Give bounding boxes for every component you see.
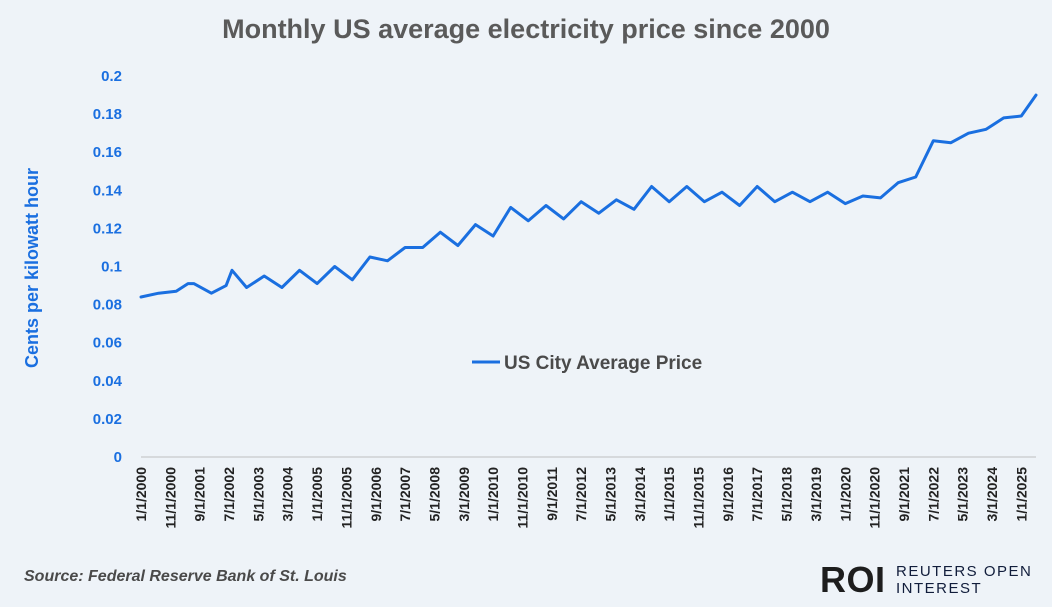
y-axis-ticks: 0 0.02 0.04 0.06 0.08 0.1 0.12 0.14 0.16 0.18 0.2 <box>93 68 123 466</box>
y-tick-label: 0.06 <box>93 335 122 352</box>
x-tick-label: 7/1/2007 <box>397 467 413 522</box>
x-tick-label: 1/1/2005 <box>309 467 325 522</box>
y-tick-label: 0.04 <box>93 373 123 390</box>
legend-label: US City Average Price <box>504 353 702 374</box>
x-tick-label: 3/1/2019 <box>808 467 824 522</box>
x-tick-label: 9/1/2021 <box>896 467 912 522</box>
source-note: Source: Federal Reserve Bank of St. Loui… <box>24 568 347 585</box>
x-tick-label: 3/1/2024 <box>984 467 1000 522</box>
x-tick-label: 11/1/2020 <box>867 467 883 529</box>
x-tick-label: 3/1/2004 <box>280 467 296 522</box>
x-tick-label: 1/1/2000 <box>133 467 149 522</box>
y-tick-label: 0 <box>114 449 122 466</box>
x-tick-label: 7/1/2002 <box>221 467 237 522</box>
x-tick-label: 11/1/2010 <box>515 467 531 529</box>
x-tick-label: 5/1/2023 <box>955 467 971 522</box>
y-tick-label: 0.1 <box>101 259 122 276</box>
x-tick-label: 1/1/2010 <box>485 467 501 522</box>
x-tick-label: 11/1/2000 <box>162 467 178 529</box>
x-tick-label: 11/1/2005 <box>338 467 354 529</box>
x-tick-label: 9/1/2011 <box>544 467 560 521</box>
legend: US City Average Price <box>472 353 702 374</box>
x-tick-label: 9/1/2006 <box>368 467 384 522</box>
x-tick-label: 9/1/2001 <box>192 467 208 522</box>
x-tick-label: 11/1/2015 <box>691 467 707 529</box>
x-tick-label: 9/1/2016 <box>720 467 736 522</box>
x-tick-label: 5/1/2013 <box>603 467 619 522</box>
x-tick-label: 3/1/2009 <box>456 467 472 522</box>
roi-logo-line2: INTEREST <box>896 580 983 597</box>
roi-logo-line1: REUTERS OPEN <box>896 563 1033 580</box>
x-tick-label: 1/1/2015 <box>661 467 677 522</box>
x-tick-label: 1/1/2025 <box>1013 467 1029 522</box>
x-tick-label: 7/1/2017 <box>749 467 765 522</box>
y-tick-label: 0.12 <box>93 220 122 237</box>
x-axis-ticks: 1/1/2000 11/1/2000 9/1/2001 7/1/2002 5/1/200… <box>133 467 1029 529</box>
y-tick-label: 0.02 <box>93 411 122 428</box>
y-tick-label: 0.14 <box>93 182 123 199</box>
y-tick-label: 0.08 <box>93 297 122 314</box>
x-tick-label: 1/1/2020 <box>837 467 853 522</box>
x-tick-label: 5/1/2018 <box>779 467 795 522</box>
x-tick-label: 7/1/2022 <box>925 467 941 522</box>
chart-title: Monthly US average electricity price sin… <box>222 14 830 44</box>
y-axis-label: Cents per kilowatt hour <box>22 168 42 368</box>
x-tick-label: 5/1/2008 <box>426 467 442 522</box>
y-tick-label: 0.16 <box>93 144 122 161</box>
x-tick-label: 5/1/2003 <box>250 467 266 522</box>
x-tick-label: 3/1/2014 <box>632 467 648 522</box>
series-line-us-city-average-price <box>139 93 1038 299</box>
y-tick-label: 0.2 <box>101 68 122 85</box>
roi-logo-mark: ROI <box>820 559 886 600</box>
x-tick-label: 7/1/2012 <box>573 467 589 522</box>
y-tick-label: 0.18 <box>93 106 122 123</box>
